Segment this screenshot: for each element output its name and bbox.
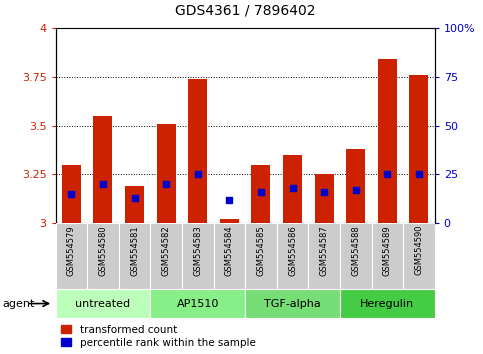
Text: GSM554580: GSM554580 xyxy=(99,225,107,276)
Bar xyxy=(308,223,340,289)
Bar xyxy=(314,174,334,223)
Bar xyxy=(245,223,277,289)
Bar xyxy=(378,59,397,223)
Bar xyxy=(410,75,428,223)
Bar xyxy=(245,289,340,318)
Legend: transformed count, percentile rank within the sample: transformed count, percentile rank withi… xyxy=(61,325,256,348)
Bar xyxy=(346,149,365,223)
Point xyxy=(99,181,107,187)
Text: GSM554584: GSM554584 xyxy=(225,225,234,276)
Bar xyxy=(119,223,150,289)
Text: untreated: untreated xyxy=(75,298,130,309)
Bar xyxy=(188,79,207,223)
Bar xyxy=(371,223,403,289)
Bar xyxy=(340,289,435,318)
Text: TGF-alpha: TGF-alpha xyxy=(264,298,321,309)
Point xyxy=(226,197,233,202)
Text: GSM554579: GSM554579 xyxy=(67,225,76,276)
Bar xyxy=(213,223,245,289)
Text: GSM554582: GSM554582 xyxy=(162,225,170,276)
Bar xyxy=(125,186,144,223)
Bar xyxy=(182,223,213,289)
Point xyxy=(257,189,265,195)
Bar xyxy=(87,223,119,289)
Text: GSM554587: GSM554587 xyxy=(320,225,328,276)
Bar xyxy=(62,165,81,223)
Bar xyxy=(220,219,239,223)
Bar xyxy=(340,223,371,289)
Point xyxy=(289,185,297,191)
Point xyxy=(415,171,423,177)
Text: GSM554583: GSM554583 xyxy=(193,225,202,276)
Point xyxy=(68,191,75,196)
Text: GSM554588: GSM554588 xyxy=(351,225,360,276)
Point xyxy=(384,171,391,177)
Bar xyxy=(56,289,150,318)
Point xyxy=(320,189,328,195)
Bar xyxy=(94,116,113,223)
Bar xyxy=(277,223,308,289)
Point xyxy=(162,181,170,187)
Point xyxy=(131,195,139,200)
Text: GSM554589: GSM554589 xyxy=(383,225,392,276)
Text: GDS4361 / 7896402: GDS4361 / 7896402 xyxy=(175,4,315,18)
Text: GSM554581: GSM554581 xyxy=(130,225,139,276)
Text: Heregulin: Heregulin xyxy=(360,298,414,309)
Bar xyxy=(252,165,270,223)
Point xyxy=(352,187,359,193)
Point xyxy=(194,171,201,177)
Bar xyxy=(283,155,302,223)
Text: GSM554586: GSM554586 xyxy=(288,225,297,276)
Bar xyxy=(403,223,435,289)
Bar xyxy=(56,223,87,289)
Text: GSM554590: GSM554590 xyxy=(414,225,424,275)
Bar xyxy=(150,223,182,289)
Bar xyxy=(156,124,176,223)
Text: AP1510: AP1510 xyxy=(177,298,219,309)
Bar xyxy=(150,289,245,318)
Text: GSM554585: GSM554585 xyxy=(256,225,266,276)
Text: agent: agent xyxy=(2,298,35,309)
